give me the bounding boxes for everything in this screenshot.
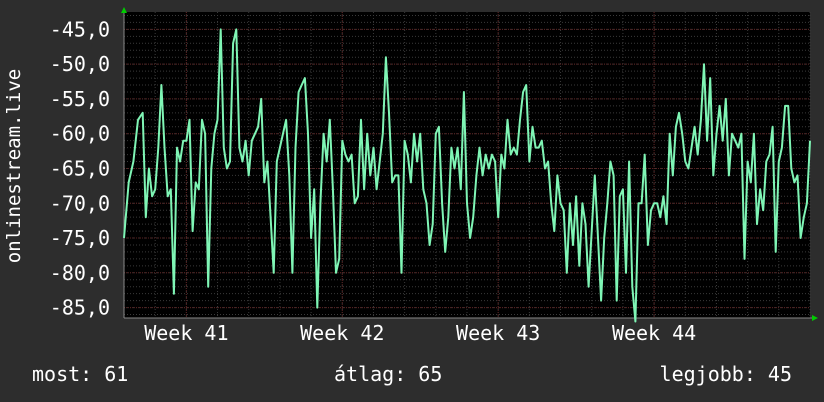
x-tick-label: Week 43 [456, 321, 540, 345]
x-axis-arrow [812, 315, 818, 321]
y-tick-label: -45,0 [50, 17, 110, 41]
y-tick-label: -85,0 [50, 296, 110, 320]
y-tick-label: -55,0 [50, 87, 110, 111]
footer-best: legjobb: 45 [659, 362, 792, 386]
y-tick-label: -80,0 [50, 261, 110, 285]
y-tick-label: -60,0 [50, 122, 110, 146]
y-axis-label: onlinestream.live [3, 68, 25, 264]
footer-current: most: 61 [32, 362, 129, 386]
x-tick-label: Week 44 [612, 321, 696, 345]
footer-average: átlag: 65 [334, 362, 443, 386]
y-tick-label: -65,0 [50, 156, 110, 180]
x-tick-label: Week 41 [144, 321, 228, 345]
y-tick-label: -75,0 [50, 226, 110, 250]
y-axis-arrow [121, 7, 127, 13]
x-tick-label: Week 42 [300, 321, 384, 345]
y-tick-label: -70,0 [50, 191, 110, 215]
series-line [123, 28, 811, 323]
y-tick-label: -50,0 [50, 52, 110, 76]
